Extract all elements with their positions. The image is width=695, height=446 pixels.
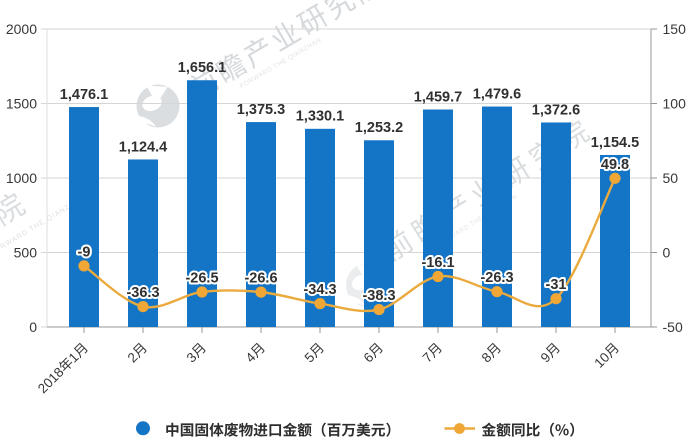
- svg-text:500: 500: [14, 244, 38, 260]
- svg-text:1000: 1000: [6, 170, 37, 186]
- svg-text:-50: -50: [663, 319, 683, 335]
- svg-text:49.8: 49.8: [601, 157, 629, 173]
- svg-text:-26.6: -26.6: [244, 271, 277, 287]
- svg-text:-26.5: -26.5: [185, 271, 218, 287]
- svg-text:1,375.3: 1,375.3: [237, 102, 285, 118]
- svg-text:-31: -31: [546, 277, 567, 293]
- svg-text:150: 150: [663, 21, 687, 37]
- svg-text:1,124.4: 1,124.4: [119, 139, 167, 155]
- svg-text:1,253.2: 1,253.2: [355, 120, 403, 136]
- svg-text:1,656.1: 1,656.1: [178, 60, 226, 76]
- svg-text:-34.3: -34.3: [303, 282, 336, 298]
- svg-text:2000: 2000: [6, 21, 37, 37]
- svg-text:0: 0: [663, 244, 671, 260]
- svg-text:1,330.1: 1,330.1: [296, 109, 344, 125]
- svg-text:-16.1: -16.1: [421, 255, 454, 271]
- svg-text:1,372.6: 1,372.6: [532, 102, 580, 118]
- svg-text:50: 50: [663, 170, 679, 186]
- svg-text:-9: -9: [78, 244, 91, 260]
- svg-text:1,154.5: 1,154.5: [591, 135, 639, 151]
- svg-text:1,479.6: 1,479.6: [473, 86, 521, 102]
- svg-text:1,459.7: 1,459.7: [414, 89, 462, 105]
- svg-text:0: 0: [29, 319, 37, 335]
- svg-text:-38.3: -38.3: [362, 288, 395, 304]
- svg-text:1500: 1500: [6, 95, 37, 111]
- svg-text:-36.3: -36.3: [126, 285, 159, 301]
- svg-text:-26.3: -26.3: [480, 270, 513, 286]
- svg-text:100: 100: [663, 95, 687, 111]
- svg-text:1,476.1: 1,476.1: [60, 87, 108, 103]
